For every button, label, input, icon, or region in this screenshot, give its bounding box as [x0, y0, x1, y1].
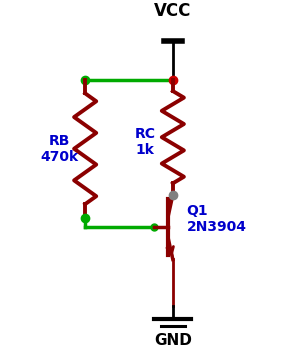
- Text: GND: GND: [154, 333, 192, 348]
- Text: Q1
2N3904: Q1 2N3904: [187, 204, 247, 234]
- Text: RC
1k: RC 1k: [135, 127, 156, 157]
- Text: VCC: VCC: [154, 1, 191, 19]
- Text: RB
470k: RB 470k: [40, 134, 78, 164]
